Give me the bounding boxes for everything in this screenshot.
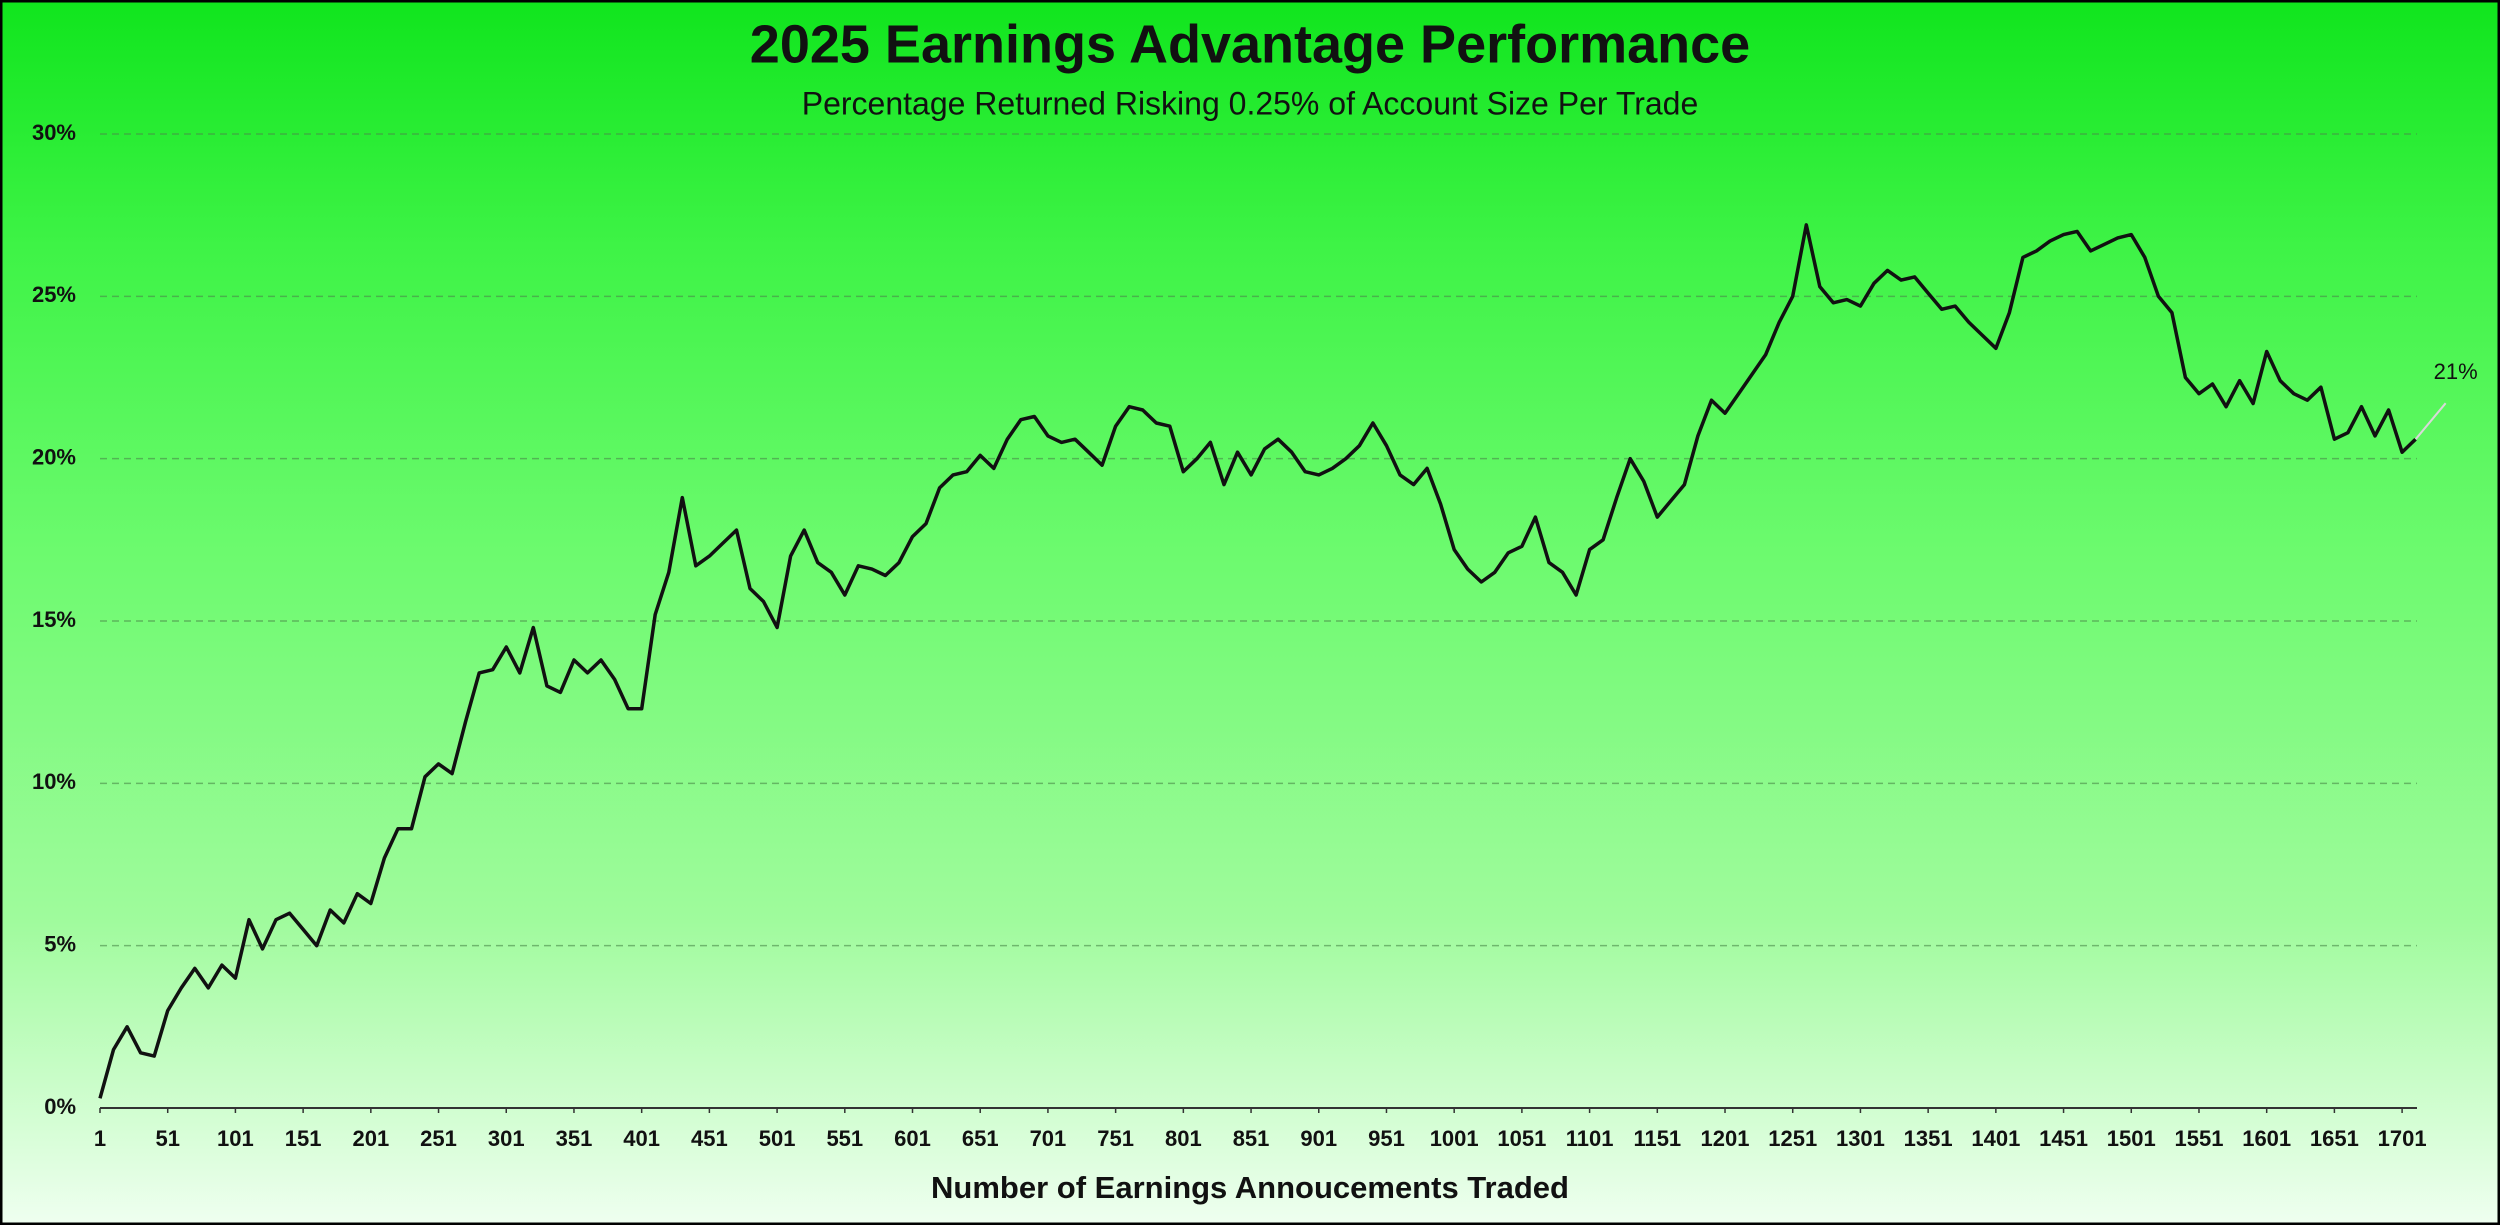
x-tick-label: 201 [352, 1126, 389, 1151]
y-tick-label: 10% [32, 769, 76, 794]
x-tick-label: 1451 [2039, 1126, 2088, 1151]
label-leader [2414, 402, 2447, 440]
x-tick-label: 1201 [1701, 1126, 1750, 1151]
x-tick-label: 1401 [1971, 1126, 2020, 1151]
data-label: 21% [2434, 359, 2478, 384]
x-tick-label: 401 [623, 1126, 660, 1151]
x-tick-label: 1101 [1566, 1126, 1614, 1151]
y-tick-label: 0% [44, 1094, 76, 1119]
x-tick-label: 451 [691, 1126, 728, 1151]
x-tick-label: 901 [1300, 1126, 1337, 1151]
x-tick-label: 151 [285, 1126, 322, 1151]
x-tick-label: 1251 [1768, 1126, 1817, 1151]
x-tick-label: 651 [962, 1126, 999, 1151]
x-tick-label: 351 [556, 1126, 593, 1151]
y-tick-label: 25% [32, 282, 76, 307]
x-tick-label: 501 [759, 1126, 796, 1151]
x-tick-label: 1701 [2378, 1126, 2427, 1151]
chart-title: 2025 Earnings Advantage Performance [750, 14, 1750, 74]
x-tick-label: 1501 [2107, 1126, 2156, 1151]
y-tick-label: 20% [32, 444, 76, 469]
x-tick-label: 951 [1368, 1126, 1405, 1151]
x-tick-label: 1151 [1633, 1126, 1681, 1151]
x-tick-label: 1301 [1836, 1126, 1885, 1151]
x-tick-label: 601 [894, 1126, 931, 1151]
x-tick-label: 851 [1233, 1126, 1270, 1151]
x-tick-label: 1351 [1904, 1126, 1953, 1151]
x-tick-label: 51 [155, 1126, 179, 1151]
chart-subtitle: Percentage Returned Risking 0.25% of Acc… [802, 85, 1699, 121]
x-tick-label: 301 [488, 1126, 525, 1151]
x-tick-label: 801 [1165, 1126, 1202, 1151]
x-tick-label: 251 [420, 1126, 457, 1151]
x-tick-label: 1601 [2242, 1126, 2291, 1151]
x-tick-label: 1051 [1497, 1126, 1546, 1151]
line-series [98, 223, 2417, 1099]
x-axis-title: Number of Earnings Annoucements Traded [931, 1170, 1569, 1205]
x-tick-label: 751 [1097, 1126, 1134, 1151]
x-tick-label: 1551 [2175, 1126, 2224, 1151]
y-tick-label: 5% [44, 931, 76, 956]
x-tick-label: 701 [1030, 1126, 1067, 1151]
y-tick-label: 15% [32, 607, 76, 632]
x-tick-label: 101 [217, 1126, 254, 1151]
x-tick-label: 1 [94, 1126, 106, 1151]
y-tick-label: 30% [32, 120, 76, 145]
x-tick-label: 1651 [2310, 1126, 2359, 1151]
x-tick-label: 1001 [1430, 1126, 1479, 1151]
x-tick-label: 551 [826, 1126, 863, 1151]
